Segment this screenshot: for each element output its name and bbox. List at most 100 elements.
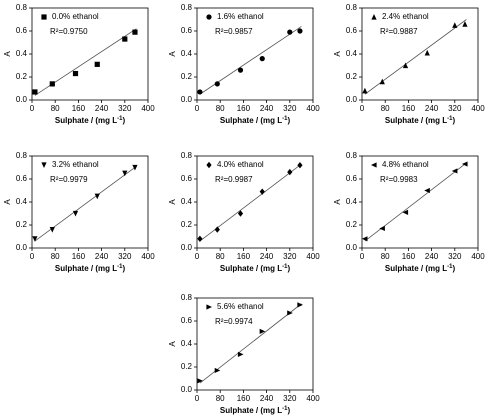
data-point <box>361 236 368 242</box>
data-point <box>287 310 293 316</box>
x-tick-label: 240 <box>425 104 439 113</box>
legend-marker <box>206 304 212 310</box>
y-tick-label: 0.2 <box>16 220 28 229</box>
plot-frame <box>196 155 314 249</box>
y-tick-label: 0.0 <box>181 385 193 394</box>
x-axis-label-text: Sulphate / (mg L <box>220 264 282 273</box>
data-point <box>402 62 409 69</box>
x-tick-label: 400 <box>471 252 485 261</box>
plot-frame <box>31 155 149 249</box>
data-point <box>132 29 138 35</box>
x-tick-label: 0 <box>195 104 200 113</box>
x-tick-label: 320 <box>283 394 297 403</box>
x-tick-label: 240 <box>425 252 439 261</box>
x-tick-label: 160 <box>237 394 251 403</box>
y-tick-label: 0.4 <box>346 197 358 206</box>
data-point <box>451 168 458 174</box>
y-tick-label: 0.4 <box>181 339 193 348</box>
x-tick-label: 240 <box>260 394 274 403</box>
y-tick-label: 0.6 <box>346 174 358 183</box>
y-tick-label: 0.6 <box>181 26 193 35</box>
y-tick-label: 0.2 <box>181 362 193 371</box>
y-tick-label: 0.8 <box>16 151 28 160</box>
x-axis-label: Sulphate / (mg L-1) <box>220 116 291 126</box>
y-tick-label: 0.8 <box>16 3 28 12</box>
x-tick-label: 240 <box>95 252 109 261</box>
y-tick-label: 0.6 <box>181 174 193 183</box>
legend-marker <box>371 162 377 168</box>
y-tick-label: 0.6 <box>16 174 28 183</box>
y-tick-label: 0.8 <box>181 293 193 302</box>
x-axis-label: Sulphate / (mg L-1) <box>55 264 126 274</box>
panel: 0 80 160 240 320 400 0.0 0.2 0.4 0.6 0.8 Sulphate /… <box>168 3 320 125</box>
x-axis-label: Sulphate / (mg L-1) <box>220 406 291 416</box>
y-tick-label: 0.0 <box>181 243 193 252</box>
y-tick-label: 0.0 <box>16 95 28 104</box>
y-axis-label: A <box>168 341 177 347</box>
data-point <box>259 188 265 195</box>
x-tick-label: 80 <box>51 252 60 261</box>
x-tick-label: 160 <box>237 104 251 113</box>
x-axis-label-sup: -1 <box>282 406 288 412</box>
x-axis-label-end: ) <box>452 264 455 273</box>
data-point <box>237 210 244 217</box>
x-axis-label-end: ) <box>287 264 290 273</box>
legend-marker <box>41 14 47 20</box>
legend-label: 5.6% ethanol <box>217 302 264 311</box>
panel: 0 80 160 240 320 400 0.0 0.2 0.4 0.6 0.8 Sulphate /… <box>168 293 320 415</box>
x-axis-label-end: ) <box>287 406 290 415</box>
x-tick-label: 160 <box>72 104 86 113</box>
data-point <box>362 87 368 94</box>
x-axis-label-text: Sulphate / (mg L <box>55 116 117 125</box>
legend-marker <box>41 162 47 168</box>
y-axis-label: A <box>333 199 342 205</box>
x-axis-label-end: ) <box>122 116 125 125</box>
x-tick-label: 240 <box>260 252 274 261</box>
data-point <box>214 81 220 87</box>
x-tick-label: 0 <box>30 104 35 113</box>
y-tick-label: 0.2 <box>346 72 358 81</box>
x-tick-label: 400 <box>306 394 320 403</box>
x-tick-label: 80 <box>216 394 225 403</box>
legend-marker <box>206 161 212 169</box>
x-axis-label-sup: -1 <box>282 264 288 270</box>
data-point <box>462 21 468 27</box>
data-point <box>197 89 203 95</box>
y-axis-label: A <box>168 51 177 57</box>
y-axis-label: A <box>168 199 177 205</box>
y-tick-label: 0.8 <box>181 151 193 160</box>
data-point <box>452 22 458 28</box>
data-point <box>297 162 303 169</box>
y-tick-label: 0.4 <box>16 197 28 206</box>
data-point <box>402 209 409 215</box>
legend-label: 2.4% ethanol <box>382 12 429 21</box>
x-tick-label: 320 <box>118 252 132 261</box>
y-tick-label: 0.8 <box>346 151 358 160</box>
y-tick-label: 0.0 <box>346 243 358 252</box>
y-tick-label: 0.0 <box>181 95 193 104</box>
y-tick-label: 0.6 <box>181 316 193 325</box>
x-axis-label-end: ) <box>287 116 290 125</box>
x-tick-label: 320 <box>283 104 297 113</box>
y-tick-label: 0.8 <box>346 3 358 12</box>
x-tick-label: 0 <box>195 252 200 261</box>
x-tick-label: 400 <box>471 104 485 113</box>
y-tick-label: 0.4 <box>181 49 193 58</box>
x-axis-label-sup: -1 <box>282 116 288 122</box>
data-point <box>122 36 128 42</box>
y-tick-label: 0.6 <box>16 26 28 35</box>
data-point <box>49 227 55 233</box>
data-point <box>32 236 38 242</box>
panel: 0 80 160 240 320 400 0.0 0.2 0.4 0.6 0.8 Sulphate /… <box>168 151 320 273</box>
x-tick-label: 0 <box>360 104 365 113</box>
data-point <box>49 81 55 87</box>
y-tick-label: 0.4 <box>16 49 28 58</box>
legend-label: 3.2% ethanol <box>52 160 99 169</box>
data-point <box>259 328 266 334</box>
y-tick-label: 0.0 <box>346 95 358 104</box>
data-point <box>214 226 220 233</box>
data-point <box>214 367 221 374</box>
x-axis-label: Sulphate / (mg L-1) <box>385 264 456 274</box>
x-tick-label: 400 <box>141 104 155 113</box>
